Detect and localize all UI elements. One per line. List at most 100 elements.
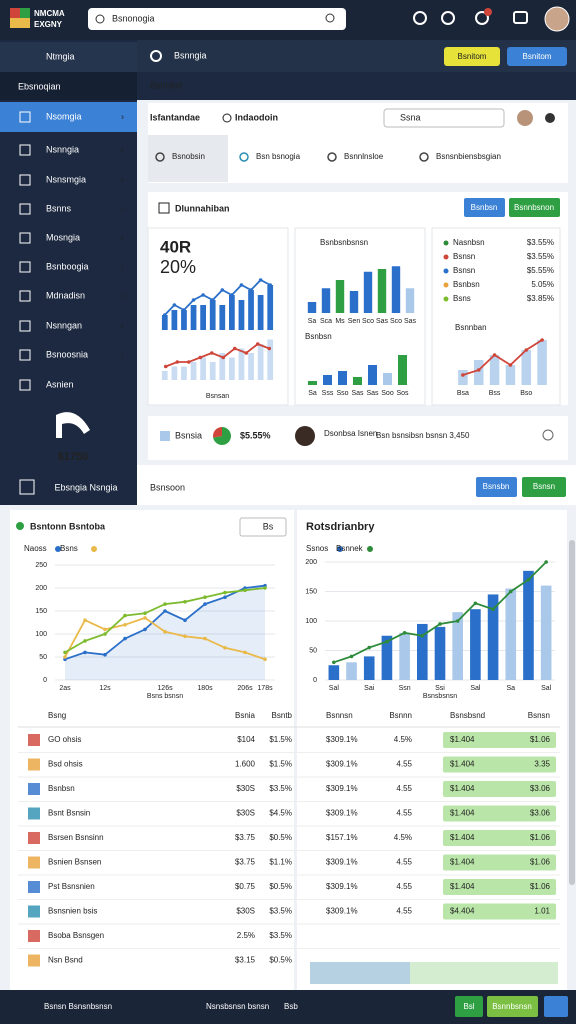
tab[interactable]: Bsnobsin — [172, 152, 205, 161]
tab[interactable]: Bsnsnbiensbsgian — [436, 152, 501, 161]
bar — [487, 594, 499, 680]
icon[interactable] — [542, 429, 554, 441]
sidebar-item[interactable]: Nsnngia — [46, 144, 79, 154]
button[interactable] — [544, 996, 568, 1017]
sidebar-item[interactable]: Nsnsmgia — [46, 174, 86, 184]
bar — [219, 353, 226, 380]
avatar[interactable] — [517, 110, 533, 126]
row-icon — [28, 856, 40, 869]
y-tick-label: 150 — [305, 588, 317, 595]
button[interactable] — [444, 47, 500, 66]
bar — [377, 269, 387, 313]
table-header: Bsnnn — [389, 711, 412, 720]
icon[interactable] — [475, 11, 489, 25]
x-tick-label: Ssn — [399, 685, 411, 692]
avatar[interactable] — [544, 6, 570, 32]
sidebar-item[interactable]: Nsomgia — [46, 111, 82, 121]
pill — [443, 830, 556, 846]
x-tick-label: Ms — [335, 318, 345, 325]
search-box[interactable] — [383, 108, 505, 128]
sidebar-icon — [19, 349, 31, 361]
table-cell: GO ohsis — [48, 735, 81, 744]
icon[interactable] — [413, 11, 427, 25]
point — [182, 308, 186, 312]
bar — [267, 285, 274, 330]
point — [163, 364, 168, 369]
table-header: Bsnsn — [528, 711, 550, 720]
sidebar-icon — [19, 144, 31, 156]
tab[interactable]: Bsn bsnogia — [256, 152, 301, 161]
bar — [338, 371, 347, 385]
icon[interactable] — [441, 11, 455, 25]
table-cell: $1.404 — [450, 833, 475, 842]
button[interactable] — [507, 47, 567, 66]
table-cell: Bsnien Bsnsen — [48, 858, 101, 867]
button[interactable] — [509, 198, 560, 217]
sidebar-footer-label[interactable]: Ebsngia Nsngia — [54, 482, 117, 492]
button-label[interactable]: Bsnnbsnon — [514, 203, 554, 212]
point — [249, 288, 253, 292]
button-label[interactable]: Bsnsn — [533, 482, 555, 491]
sidebar-section-label: Ebsnoqian — [18, 81, 61, 91]
button[interactable] — [455, 996, 483, 1017]
button[interactable] — [239, 517, 287, 537]
sidebar-item[interactable]: Bsnns — [46, 203, 72, 213]
sidebar-item[interactable]: Mdnadisn — [46, 290, 85, 300]
search-box[interactable] — [88, 8, 346, 30]
bar — [229, 295, 235, 330]
point — [263, 657, 267, 662]
y-tick-label: 0 — [313, 677, 317, 684]
button-label[interactable]: Bsnbsn — [471, 203, 498, 212]
search-icon — [325, 13, 335, 23]
point — [183, 618, 187, 622]
icon — [16, 522, 24, 530]
sidebar-top-label[interactable]: Ntmgia — [46, 51, 75, 61]
pill — [443, 903, 556, 920]
button[interactable] — [476, 477, 517, 497]
table-cell: $309.1% — [326, 858, 358, 867]
scrollbar[interactable] — [569, 540, 575, 885]
brand-icon — [56, 412, 90, 438]
sidebar-item[interactable]: Mosngia — [46, 232, 80, 242]
subheader — [137, 72, 576, 100]
table-cell: 4.55 — [396, 858, 412, 867]
button[interactable] — [522, 477, 566, 497]
point — [162, 313, 167, 317]
y-tick-label: 250 — [35, 562, 47, 569]
legend-dot — [443, 240, 449, 246]
bar — [363, 271, 373, 313]
point — [402, 631, 407, 635]
bar — [248, 353, 254, 380]
sidebar-item[interactable]: Bsnoosnia — [46, 349, 88, 359]
button[interactable] — [487, 996, 538, 1017]
point — [524, 348, 529, 352]
table-cell: Pst Bsnsnien — [48, 882, 95, 891]
row-icon — [28, 954, 40, 967]
point — [263, 586, 267, 590]
legend-value: $3.85% — [527, 294, 554, 303]
icon[interactable] — [513, 11, 528, 24]
button-label[interactable]: Bsnnbsnsn — [492, 1002, 532, 1011]
button-label[interactable]: Bs — [263, 521, 274, 531]
icon — [158, 202, 170, 214]
table-cell: $309.1% — [326, 907, 358, 916]
button-label[interactable]: Bsl — [463, 1002, 474, 1011]
button-label[interactable]: Bsnsbn — [483, 482, 510, 491]
table-cell: 4.5% — [394, 833, 412, 842]
settings-icon[interactable] — [545, 113, 555, 123]
x-tick-label: Sas — [404, 318, 417, 325]
table-cell: Bsrsen Bsnsinn — [48, 833, 104, 842]
button[interactable] — [464, 198, 505, 217]
button-label[interactable]: Bsnitom — [458, 52, 487, 61]
sidebar-item[interactable]: Asnien — [46, 379, 74, 389]
sidebar-item[interactable]: Nsnngan — [46, 320, 82, 330]
sidebar-item[interactable]: Bsnboogia — [46, 261, 89, 271]
button-label[interactable]: Bsnitom — [523, 52, 552, 61]
row-icon — [28, 758, 40, 771]
x-axis-label: Bsnsan — [206, 393, 229, 400]
tab[interactable]: Bsnnlnsloe — [344, 152, 384, 161]
point — [83, 618, 87, 622]
chevron: › — [121, 349, 124, 359]
